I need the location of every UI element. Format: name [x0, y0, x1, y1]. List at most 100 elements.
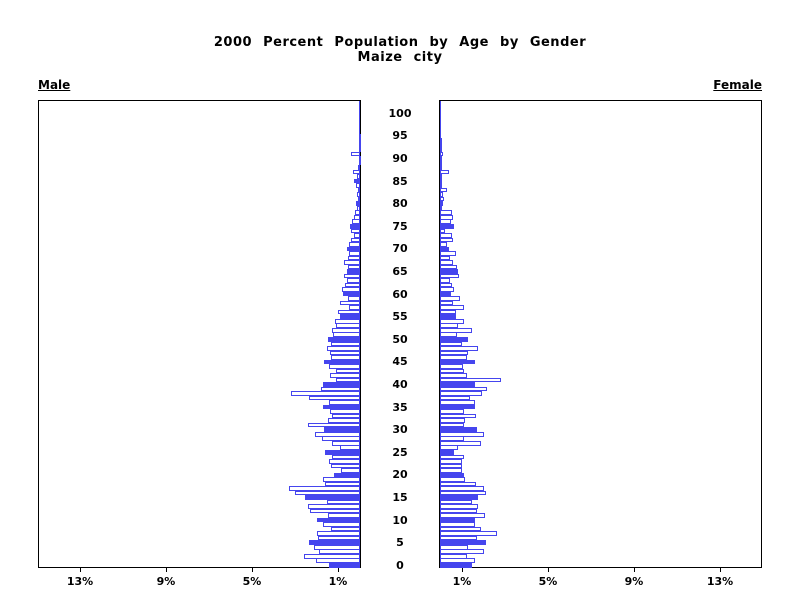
female-bar-age-45: [440, 359, 475, 365]
female-bar-age-33: [440, 413, 476, 419]
age-axis-label-20: 20: [392, 468, 408, 482]
female-bar-age-15: [440, 495, 478, 500]
male-bar-age-34: [330, 409, 360, 414]
female-bar-age-51: [440, 332, 457, 338]
female-bar-age-49: [440, 341, 462, 347]
female-bar-age-30: [440, 427, 477, 432]
male-x-tick-1: [338, 568, 339, 572]
female-panel-label: Female: [713, 78, 762, 92]
male-bar-age-18: [325, 481, 360, 487]
female-bar-age-4: [440, 544, 468, 550]
female-bar-age-73: [440, 233, 452, 238]
age-axis-label-30: 30: [392, 423, 408, 437]
female-bar-age-31: [440, 422, 464, 428]
male-bar-age-37: [309, 395, 360, 401]
female-bar-age-21: [440, 468, 462, 473]
male-bar-age-68: [348, 255, 360, 261]
female-x-tick-label-5: 5%: [538, 575, 558, 588]
male-bar-age-22: [331, 463, 360, 469]
female-bar-age-7: [440, 531, 497, 536]
male-bar-age-56: [338, 309, 360, 315]
age-axis-label-95: 95: [392, 129, 408, 143]
male-bar-age-23: [329, 459, 360, 464]
female-bar-age-16: [440, 490, 486, 496]
male-bar-age-74: [351, 228, 360, 234]
male-bar-age-93: [359, 142, 361, 148]
male-bar-age-33: [332, 413, 360, 419]
age-axis-label-55: 55: [392, 310, 408, 324]
female-bar-age-13: [440, 504, 478, 509]
male-bar-age-78: [355, 210, 360, 216]
female-bar-age-87: [440, 169, 449, 175]
age-axis-label-45: 45: [392, 355, 408, 369]
male-bar-age-69: [349, 251, 360, 256]
female-bar-age-44: [440, 364, 463, 369]
female-bar-age-91: [440, 151, 443, 157]
male-bar-age-44: [329, 364, 360, 369]
male-bar-age-95: [359, 133, 361, 139]
male-bar-age-62: [345, 282, 360, 288]
female-bar-age-2: [440, 553, 467, 559]
female-bar-age-41: [440, 377, 501, 383]
female-bar-age-6: [440, 535, 477, 541]
female-bar-age-48: [440, 346, 478, 351]
female-bar-age-10: [440, 517, 475, 523]
male-bar-age-21: [341, 468, 360, 473]
female-panel: [439, 100, 762, 568]
female-bar-age-39: [440, 386, 487, 392]
male-bar-age-53: [336, 323, 360, 329]
female-bar-age-63: [440, 278, 450, 283]
male-bar-age-30: [324, 427, 360, 432]
male-bar-age-1: [316, 558, 360, 564]
male-bar-age-20: [334, 472, 360, 478]
male-bar-age-51: [333, 332, 360, 338]
female-bar-age-85: [440, 178, 442, 184]
female-bar-age-67: [440, 260, 453, 265]
male-bar-age-67: [344, 260, 360, 265]
male-bar-age-41: [336, 377, 360, 383]
female-x-tick-label-9: 9%: [624, 575, 644, 588]
male-bar-age-38: [291, 391, 360, 396]
male-bar-age-45: [324, 359, 360, 365]
female-bar-age-1: [440, 558, 475, 564]
female-bar-age-32: [440, 418, 465, 423]
female-bar-age-54: [440, 318, 464, 324]
female-bar-age-3: [440, 549, 484, 555]
female-bar-age-38: [440, 391, 482, 396]
female-bar-age-25: [440, 450, 454, 455]
male-bar-age-66: [348, 264, 360, 270]
male-bar-age-10: [317, 517, 360, 523]
male-bar-age-64: [344, 273, 360, 279]
male-bar-age-13: [308, 504, 360, 509]
male-bar-age-8: [331, 526, 360, 532]
female-bar-age-71: [440, 242, 447, 247]
age-axis-label-65: 65: [392, 265, 408, 278]
male-bar-age-29: [315, 431, 360, 437]
female-x-tick-13: [720, 568, 721, 572]
female-x-tick-label-13: 13%: [706, 575, 734, 588]
female-bar-age-84: [440, 183, 442, 188]
male-bar-age-14: [327, 499, 360, 505]
female-bar-age-88: [440, 165, 442, 170]
age-axis-label-75: 75: [392, 219, 408, 233]
male-bar-age-27: [332, 440, 360, 446]
male-bar-age-52: [332, 327, 360, 333]
female-bar-age-65: [440, 269, 458, 274]
female-bar-age-29: [440, 431, 484, 437]
age-axis-label-50: 50: [392, 332, 408, 346]
female-bar-age-0: [440, 563, 472, 568]
female-bar-age-90: [440, 156, 442, 161]
male-bar-age-86: [357, 174, 360, 179]
male-bar-age-84: [356, 183, 360, 188]
female-bar-age-66: [440, 264, 457, 270]
female-bar-age-78: [440, 210, 452, 216]
female-bar-age-80: [440, 201, 443, 206]
male-bar-age-88: [358, 165, 360, 170]
male-bar-age-50: [328, 337, 360, 342]
chart-subtitle: Maize city: [357, 50, 443, 65]
female-bar-age-86: [440, 174, 442, 179]
male-x-tick-5: [252, 568, 253, 572]
male-bar-age-80: [356, 201, 360, 206]
male-bar-age-73: [354, 233, 360, 238]
male-bar-age-83: [358, 187, 360, 193]
